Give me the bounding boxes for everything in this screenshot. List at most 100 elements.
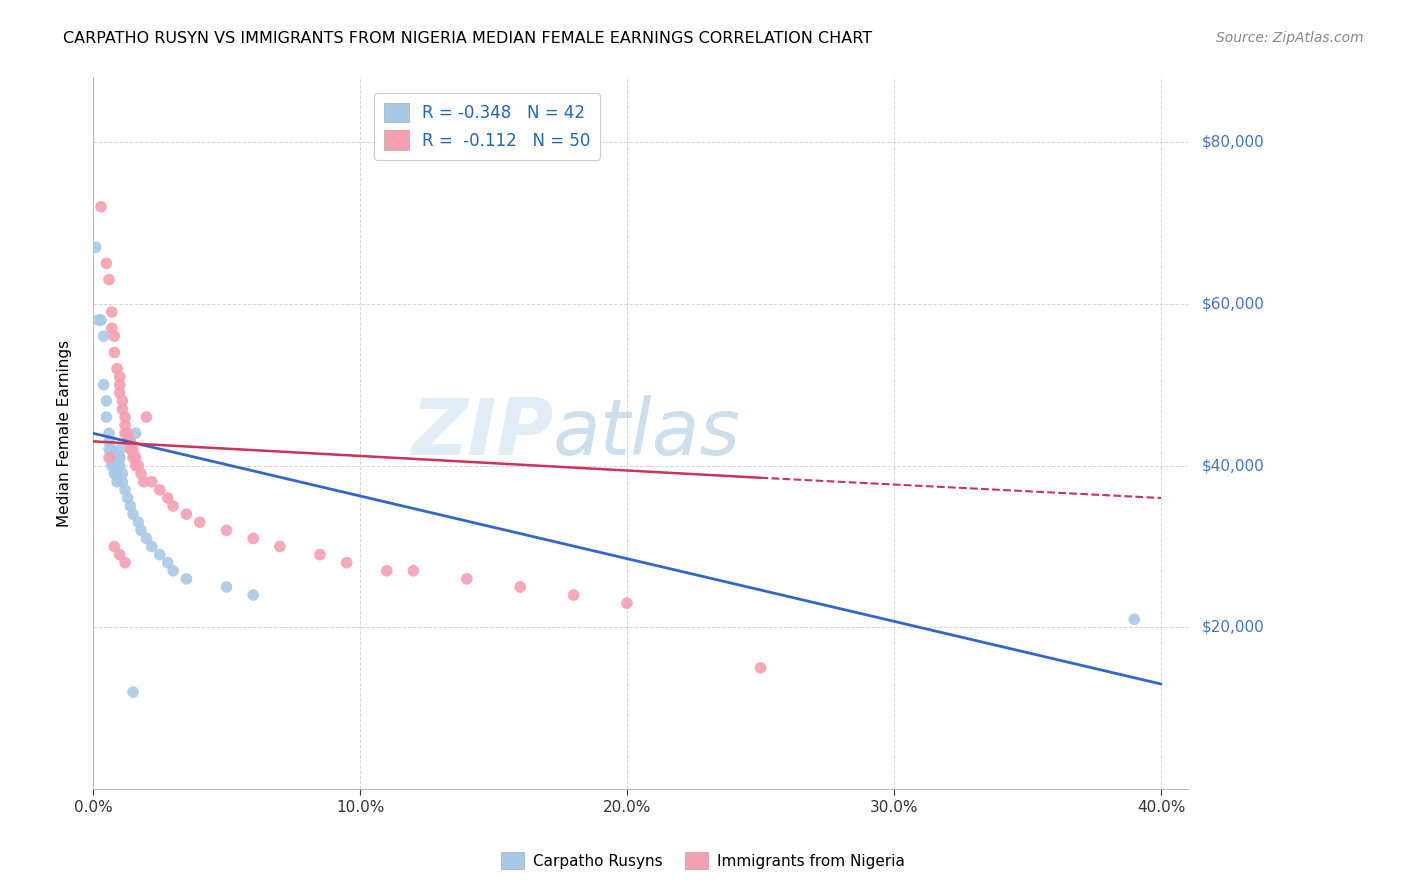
Point <box>103 458 125 473</box>
Text: $80,000: $80,000 <box>1202 135 1264 150</box>
Point <box>105 475 128 489</box>
Point <box>103 458 125 473</box>
Point <box>269 540 291 554</box>
Point <box>129 524 152 538</box>
Point <box>125 450 148 465</box>
Point <box>108 369 131 384</box>
Point <box>105 458 128 473</box>
Point <box>125 458 148 473</box>
Point <box>96 393 118 408</box>
Point <box>90 313 112 327</box>
Point <box>111 402 134 417</box>
Point <box>509 580 531 594</box>
Point <box>117 491 139 505</box>
Point <box>375 564 398 578</box>
Point <box>87 313 110 327</box>
Point <box>100 321 122 335</box>
Point <box>562 588 585 602</box>
Point <box>98 434 121 449</box>
Point <box>117 434 139 449</box>
Point <box>122 507 145 521</box>
Point <box>108 442 131 457</box>
Point <box>176 572 198 586</box>
Point <box>125 426 148 441</box>
Point <box>215 524 238 538</box>
Point <box>309 548 332 562</box>
Point <box>141 540 163 554</box>
Point <box>93 329 115 343</box>
Text: Source: ZipAtlas.com: Source: ZipAtlas.com <box>1216 31 1364 45</box>
Text: $20,000: $20,000 <box>1202 620 1264 635</box>
Point <box>100 450 122 465</box>
Point <box>108 458 131 473</box>
Point <box>105 361 128 376</box>
Point <box>141 475 163 489</box>
Point <box>336 556 359 570</box>
Point <box>120 499 142 513</box>
Point <box>84 240 107 254</box>
Point <box>103 540 125 554</box>
Point <box>108 385 131 400</box>
Y-axis label: Median Female Earnings: Median Female Earnings <box>58 340 72 527</box>
Point <box>98 442 121 457</box>
Point <box>98 450 121 465</box>
Point <box>156 556 179 570</box>
Point <box>98 272 121 286</box>
Point <box>103 345 125 359</box>
Point <box>156 491 179 505</box>
Point <box>132 475 155 489</box>
Point <box>135 532 157 546</box>
Point <box>114 426 136 441</box>
Point <box>93 377 115 392</box>
Text: atlas: atlas <box>553 395 741 471</box>
Text: $40,000: $40,000 <box>1202 458 1264 473</box>
Point <box>108 377 131 392</box>
Point <box>108 548 131 562</box>
Point <box>103 467 125 481</box>
Point <box>122 685 145 699</box>
Point <box>96 410 118 425</box>
Point <box>114 483 136 497</box>
Point <box>108 450 131 465</box>
Point <box>242 532 264 546</box>
Text: $60,000: $60,000 <box>1202 296 1264 311</box>
Point <box>114 556 136 570</box>
Legend: R = -0.348   N = 42, R =  -0.112   N = 50: R = -0.348 N = 42, R = -0.112 N = 50 <box>374 93 600 160</box>
Point <box>242 588 264 602</box>
Point <box>122 442 145 457</box>
Point <box>188 515 211 529</box>
Point <box>117 426 139 441</box>
Point <box>90 200 112 214</box>
Point <box>120 442 142 457</box>
Point <box>111 475 134 489</box>
Point <box>103 329 125 343</box>
Point <box>456 572 478 586</box>
Legend: Carpatho Rusyns, Immigrants from Nigeria: Carpatho Rusyns, Immigrants from Nigeria <box>495 846 911 875</box>
Point <box>135 410 157 425</box>
Point <box>149 548 172 562</box>
Point <box>127 515 149 529</box>
Point <box>402 564 425 578</box>
Point <box>120 434 142 449</box>
Point <box>100 458 122 473</box>
Point <box>114 410 136 425</box>
Point <box>100 442 122 457</box>
Point <box>114 418 136 433</box>
Point <box>749 661 772 675</box>
Point <box>129 467 152 481</box>
Point <box>111 467 134 481</box>
Point <box>162 499 184 513</box>
Point <box>127 458 149 473</box>
Point <box>108 450 131 465</box>
Point <box>111 393 134 408</box>
Point <box>100 305 122 319</box>
Point <box>122 450 145 465</box>
Point <box>98 426 121 441</box>
Point <box>96 256 118 270</box>
Point <box>176 507 198 521</box>
Point <box>616 596 638 610</box>
Point <box>1123 612 1146 626</box>
Text: ZIP: ZIP <box>411 395 553 471</box>
Point <box>215 580 238 594</box>
Point <box>149 483 172 497</box>
